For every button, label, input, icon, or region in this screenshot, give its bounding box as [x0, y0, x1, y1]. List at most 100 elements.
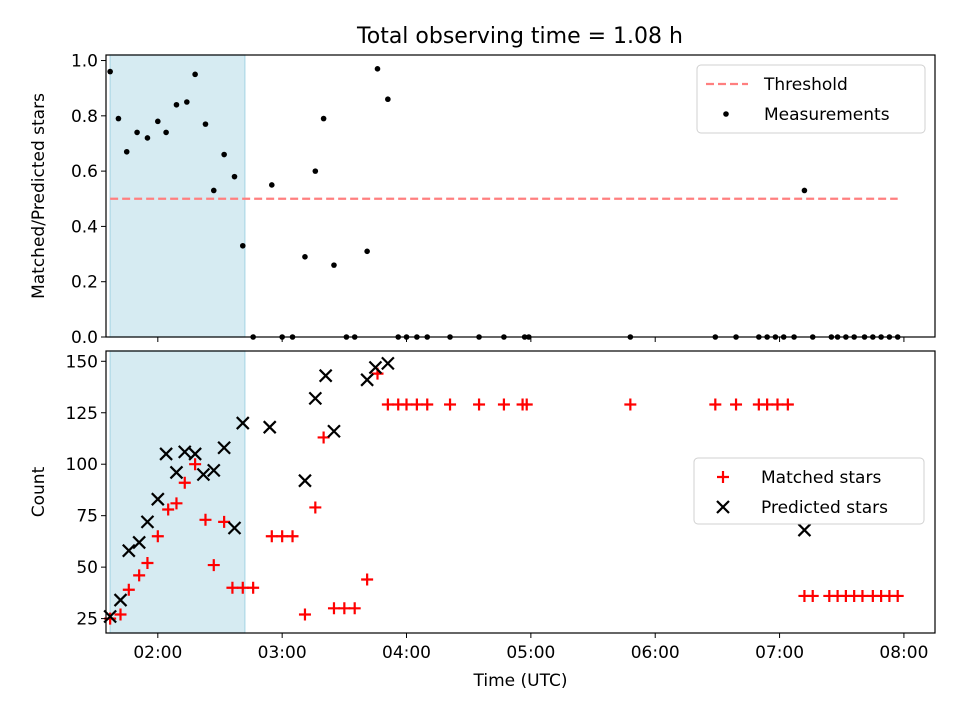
matched-point — [709, 398, 722, 411]
predicted-point — [151, 492, 165, 506]
measurement-point — [163, 129, 169, 136]
measurement-point — [221, 151, 227, 158]
legend-box — [696, 64, 926, 134]
matched-point — [361, 573, 374, 586]
matched-point — [247, 581, 260, 594]
measurement-point — [173, 101, 180, 108]
measurement-point — [312, 168, 319, 174]
matched-point — [276, 530, 289, 543]
legend-swatch — [716, 500, 730, 514]
measurement-point — [144, 135, 151, 141]
measurement-point — [210, 187, 217, 194]
predicted-point — [140, 515, 155, 529]
y-tick-label: 150 — [66, 352, 98, 372]
axes-frame — [105, 350, 936, 634]
measurement-point — [385, 96, 391, 103]
measurement-point — [202, 121, 209, 127]
predicted-point — [262, 420, 277, 434]
x-tick-label: 04:00 — [382, 643, 431, 663]
legend: Threshold Measurements — [696, 64, 926, 134]
predicted-point — [236, 416, 250, 430]
matched-point — [265, 530, 278, 543]
predicted-point — [206, 463, 221, 478]
matched-point — [381, 398, 394, 411]
matched-point — [236, 581, 249, 594]
legend-swatch — [717, 471, 729, 483]
predicted-point — [132, 535, 146, 550]
predicted-point — [318, 368, 333, 383]
x-tick-label: 03:00 — [258, 643, 307, 663]
measurement-point — [155, 118, 161, 125]
y-tick-label: 50 — [76, 558, 98, 578]
matched-point — [348, 602, 361, 615]
matched-point — [806, 589, 819, 602]
predicted-point — [177, 445, 192, 459]
shaded-interval — [109, 350, 246, 634]
x-tick-label: 07:00 — [755, 643, 804, 663]
matched-point — [421, 398, 434, 411]
matched-point — [178, 476, 191, 489]
matched-point — [444, 398, 457, 411]
matched-point — [309, 501, 322, 514]
matched-point — [207, 559, 220, 572]
matched-point — [298, 608, 311, 621]
legend-label: Matched stars — [761, 468, 881, 488]
predicted-point — [188, 447, 202, 461]
predicted-point — [169, 465, 184, 480]
matched-point — [497, 398, 510, 411]
matched-point — [151, 530, 164, 543]
matched-point — [141, 557, 154, 570]
legend: Matched stars Predicted stars — [693, 457, 925, 525]
x-tick-label: 02:00 — [133, 643, 182, 663]
predicted-point — [298, 473, 312, 488]
matched-point — [114, 608, 127, 621]
matched-point — [226, 581, 239, 594]
matched-point — [286, 530, 299, 543]
y-tick-label: 0.8 — [71, 107, 98, 127]
matched-point — [218, 515, 231, 528]
y-tick-label: 0.4 — [71, 217, 98, 237]
matched-point — [624, 398, 637, 411]
matched-point — [162, 503, 175, 516]
y-tick-label: 0.2 — [71, 273, 98, 293]
measurement-point — [231, 173, 238, 180]
measurement-point — [107, 68, 113, 75]
ratio-panel: 0.0 0.2 0.4 0.6 0.8 1.0 Matched/Predicted star… — [29, 52, 936, 348]
measurement-point — [374, 66, 381, 72]
predicted-point — [327, 424, 341, 439]
matched-point — [170, 497, 183, 510]
matched-point — [761, 398, 774, 411]
series-matched-stars — [104, 367, 904, 625]
predicted-point — [797, 523, 812, 537]
measurement-point — [123, 148, 130, 155]
matched-point — [133, 569, 146, 582]
predicted-point — [368, 360, 383, 375]
measurement-point — [239, 242, 246, 249]
matched-point — [891, 589, 904, 602]
predicted-point — [360, 373, 374, 387]
matched-point — [410, 398, 423, 411]
measurement-point — [320, 115, 327, 122]
measurement-point — [302, 254, 308, 260]
measurement-point — [269, 182, 275, 188]
series-predicted-stars — [103, 356, 812, 624]
predicted-point — [196, 467, 211, 482]
matched-point — [781, 398, 794, 411]
matched-point — [771, 398, 784, 411]
matched-point — [189, 458, 202, 471]
predicted-point — [113, 593, 128, 607]
legend-label: Predicted stars — [761, 498, 888, 518]
legend-label: Threshold — [763, 75, 848, 95]
measurement-point — [192, 71, 198, 78]
x-axis-label: Time (UTC) — [473, 671, 568, 691]
matched-point — [400, 398, 413, 411]
matched-point — [473, 398, 486, 411]
predicted-point — [381, 356, 395, 371]
measurement-point — [115, 115, 122, 122]
matched-point — [856, 589, 869, 602]
x-tick-label: 05:00 — [506, 643, 555, 663]
matched-point — [327, 602, 340, 615]
matched-point — [730, 398, 743, 411]
predicted-point — [217, 440, 231, 455]
